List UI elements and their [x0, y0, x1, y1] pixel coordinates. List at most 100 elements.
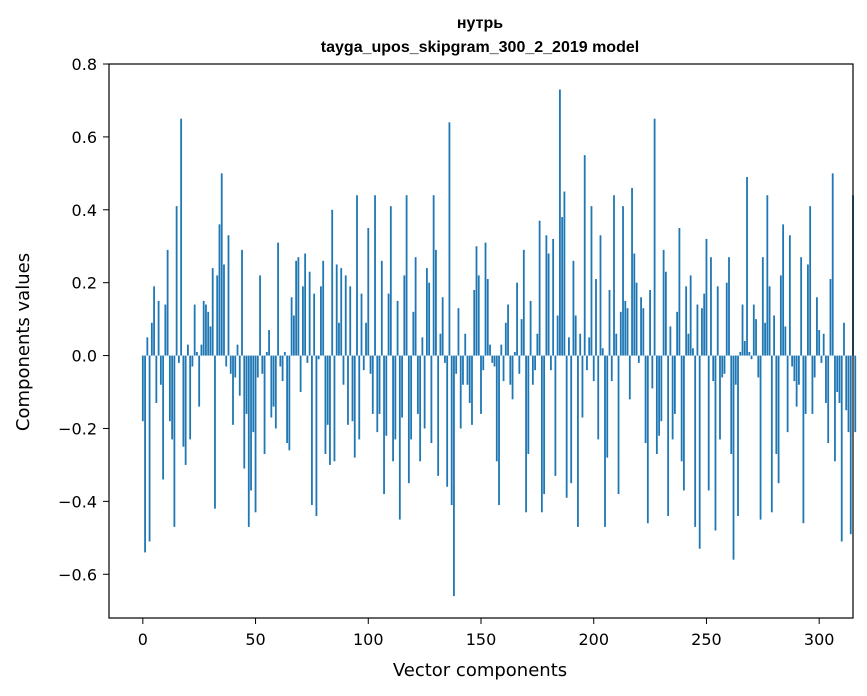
bar [342, 355, 345, 385]
bar [800, 257, 803, 356]
bar [444, 355, 446, 363]
y-axis-ticks: −0.6 −0.4 −0.2 0.0 0.2 0.4 0.6 0.8 [58, 55, 109, 584]
bar [498, 355, 500, 506]
bar [811, 355, 814, 414]
bar [491, 355, 494, 363]
bar [561, 217, 564, 356]
bar [306, 355, 309, 363]
y-axis-label: Components values [13, 253, 34, 431]
bar [752, 304, 755, 356]
bar [653, 118, 656, 356]
bar [545, 235, 548, 356]
bar [586, 355, 588, 371]
bar [770, 355, 773, 513]
bar [766, 195, 769, 356]
bar [376, 355, 379, 433]
bar [834, 355, 836, 462]
bar [633, 253, 636, 356]
bar [168, 355, 171, 422]
bar [836, 355, 839, 393]
x-tick-label: 300 [804, 630, 835, 649]
bar [338, 322, 340, 356]
bar [480, 355, 482, 414]
bar [446, 355, 449, 487]
bar [624, 300, 627, 356]
bar [725, 282, 728, 356]
bar [141, 355, 144, 422]
bar [459, 355, 462, 429]
bar [525, 355, 527, 513]
bar [243, 355, 246, 469]
bar [660, 355, 663, 422]
bar [642, 308, 645, 356]
bar [324, 355, 327, 454]
bar [148, 355, 151, 542]
bar [734, 355, 737, 385]
bar [387, 293, 390, 356]
bar [732, 355, 735, 560]
x-tick-label: 200 [578, 630, 609, 649]
bar [392, 355, 394, 462]
bar [279, 355, 282, 367]
bar [218, 224, 221, 356]
bar [198, 355, 201, 407]
bar [200, 344, 203, 356]
bar [365, 322, 367, 356]
bar [389, 206, 392, 356]
bar [520, 319, 523, 356]
bar [619, 311, 622, 356]
bar [380, 260, 383, 356]
bar [437, 355, 440, 476]
bar [536, 333, 539, 356]
bar [471, 355, 473, 425]
bar [351, 355, 354, 422]
bar [398, 355, 401, 520]
bar [193, 304, 196, 356]
bar [486, 279, 489, 356]
bar [662, 249, 665, 356]
bar [759, 355, 762, 520]
bar [162, 355, 165, 480]
bar [259, 275, 261, 356]
bar [529, 300, 532, 356]
bar [256, 355, 259, 378]
y-tick-label: 0.8 [72, 55, 97, 74]
bar [331, 209, 334, 356]
bar [707, 355, 710, 491]
bar [311, 355, 313, 506]
bar [750, 355, 753, 360]
bar [540, 355, 543, 513]
bar [631, 187, 633, 356]
bar [775, 355, 778, 454]
bar [214, 355, 216, 509]
bar [788, 235, 791, 356]
bar [401, 355, 403, 418]
bar [277, 242, 279, 356]
bar [723, 355, 726, 374]
bar [304, 253, 307, 356]
bar [671, 355, 674, 440]
bar [597, 355, 600, 440]
bar [144, 355, 146, 553]
bar [626, 308, 629, 356]
bar [543, 355, 546, 495]
bar [353, 355, 356, 458]
bar [737, 355, 739, 516]
bar [292, 315, 295, 356]
bar [416, 355, 419, 414]
bar [755, 319, 757, 356]
bar [410, 355, 413, 440]
bar [703, 293, 706, 356]
bar [579, 333, 582, 356]
bar [538, 220, 541, 356]
bar [489, 344, 491, 356]
bar [457, 308, 460, 356]
bar [676, 311, 679, 356]
bar [281, 355, 284, 382]
bar [254, 355, 257, 513]
bar [263, 355, 266, 454]
bar [288, 355, 291, 451]
bar [673, 355, 676, 414]
bar [301, 286, 304, 356]
x-tick-label: 150 [466, 630, 497, 649]
